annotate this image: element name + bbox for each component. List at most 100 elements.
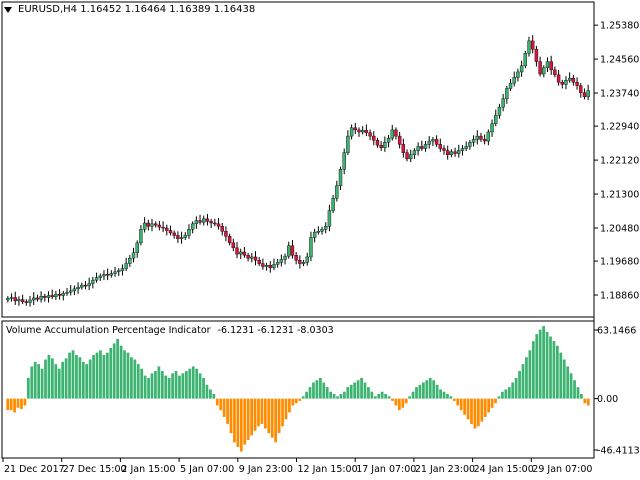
bull-candle (94, 277, 99, 281)
bear-candle (294, 255, 298, 261)
bear-candle (368, 132, 372, 137)
bear-candle (235, 247, 239, 255)
bull-candle (316, 231, 321, 233)
bear-candle (257, 260, 261, 264)
bull-candle (324, 226, 328, 230)
bull-candle (39, 296, 43, 300)
bull-candle (342, 152, 346, 170)
bull-candle (449, 151, 454, 155)
bull-candle (150, 223, 154, 227)
bull-candle (460, 148, 465, 151)
bear-candle (434, 139, 439, 145)
bear-candle (165, 227, 169, 231)
bull-candle (279, 259, 284, 263)
bear-candle (482, 139, 487, 142)
bull-candle (327, 210, 332, 227)
chart-menu-triangle-icon[interactable] (4, 7, 12, 13)
bear-candle (220, 226, 224, 232)
bull-candle (320, 229, 324, 232)
bull-candle (9, 297, 14, 299)
ohlc-open: 1.16452 (80, 4, 122, 15)
bull-candle (427, 140, 431, 145)
bull-candle (383, 142, 387, 148)
price-tick-label: 1.24560 (600, 55, 639, 66)
bull-candle (135, 242, 139, 254)
bear-candle (20, 299, 25, 302)
bull-candle (519, 65, 524, 73)
bull-candle (202, 218, 206, 223)
bull-candle (80, 284, 84, 288)
time-tick-label: 17 Jan 07:00 (356, 464, 416, 475)
bull-candle (349, 127, 354, 137)
bull-candle (457, 150, 461, 154)
bull-candle (46, 295, 51, 298)
bear-candle (453, 151, 457, 154)
bull-candle (416, 146, 420, 151)
bull-candle (471, 139, 476, 143)
time-tick-label: 12 Jan 15:00 (298, 464, 358, 475)
bull-candle (301, 262, 306, 264)
indicator-name: Volume Accumulation Percentage Indicator (6, 325, 211, 336)
bull-candle (264, 265, 269, 267)
price-tick-label: 1.23740 (600, 89, 639, 100)
bear-candle (205, 218, 210, 222)
bear-candle (161, 226, 165, 229)
bull-candle (346, 135, 350, 153)
bull-candle (305, 256, 309, 263)
bull-candle (431, 139, 435, 142)
price-tick-label: 1.20480 (600, 223, 639, 234)
bear-candle (24, 301, 29, 303)
bull-candle (109, 273, 114, 276)
time-tick-label: 9 Jan 23:00 (239, 464, 293, 475)
bull-candle (312, 231, 317, 238)
bull-candle (490, 123, 494, 133)
indicator-tick-label: 0.00 (597, 394, 618, 405)
bull-candle (54, 294, 58, 297)
bull-candle (17, 299, 21, 302)
bull-candle (190, 223, 195, 230)
bull-candle (360, 130, 365, 133)
symbol-timeframe: EURUSD,H4 (18, 4, 78, 15)
bull-candle (87, 283, 91, 287)
bear-candle (216, 223, 221, 227)
ohlc-close: 1.16438 (213, 4, 256, 15)
bull-candle (250, 256, 254, 259)
bull-candle (464, 146, 468, 149)
price-tick-label: 1.18860 (600, 291, 639, 302)
ohlc-high: 1.16464 (124, 4, 167, 15)
indicator-value-3: -8.0303 (296, 325, 334, 336)
bear-candle (224, 231, 228, 237)
bear-candle (438, 144, 443, 149)
bull-candle (61, 293, 65, 296)
bull-candle (76, 286, 80, 290)
bear-candle (168, 230, 173, 234)
bear-candle (405, 152, 409, 160)
bear-candle (442, 148, 446, 151)
bull-candle (65, 291, 69, 294)
bear-candle (579, 85, 583, 93)
bull-candle (497, 106, 502, 116)
bear-candle (357, 129, 361, 133)
bear-candle (379, 145, 383, 148)
bull-candle (117, 270, 121, 273)
bull-candle (283, 255, 287, 260)
bull-candle (128, 257, 132, 264)
bull-candle (131, 252, 136, 259)
bull-candle (542, 67, 546, 75)
time-tick-label: 24 Jan 15:00 (474, 464, 534, 475)
bull-candle (512, 77, 516, 84)
bear-candle (364, 130, 369, 133)
bull-candle (501, 98, 505, 108)
bear-candle (394, 129, 398, 137)
bear-candle (57, 294, 62, 296)
time-tick-label: 27 Dec 15:00 (63, 464, 127, 475)
price-tick-label: 1.22120 (600, 156, 639, 167)
bull-candle (527, 40, 531, 54)
bear-candle (242, 251, 247, 256)
bear-candle (290, 245, 295, 256)
bear-candle (209, 221, 213, 224)
bear-candle (538, 61, 542, 75)
